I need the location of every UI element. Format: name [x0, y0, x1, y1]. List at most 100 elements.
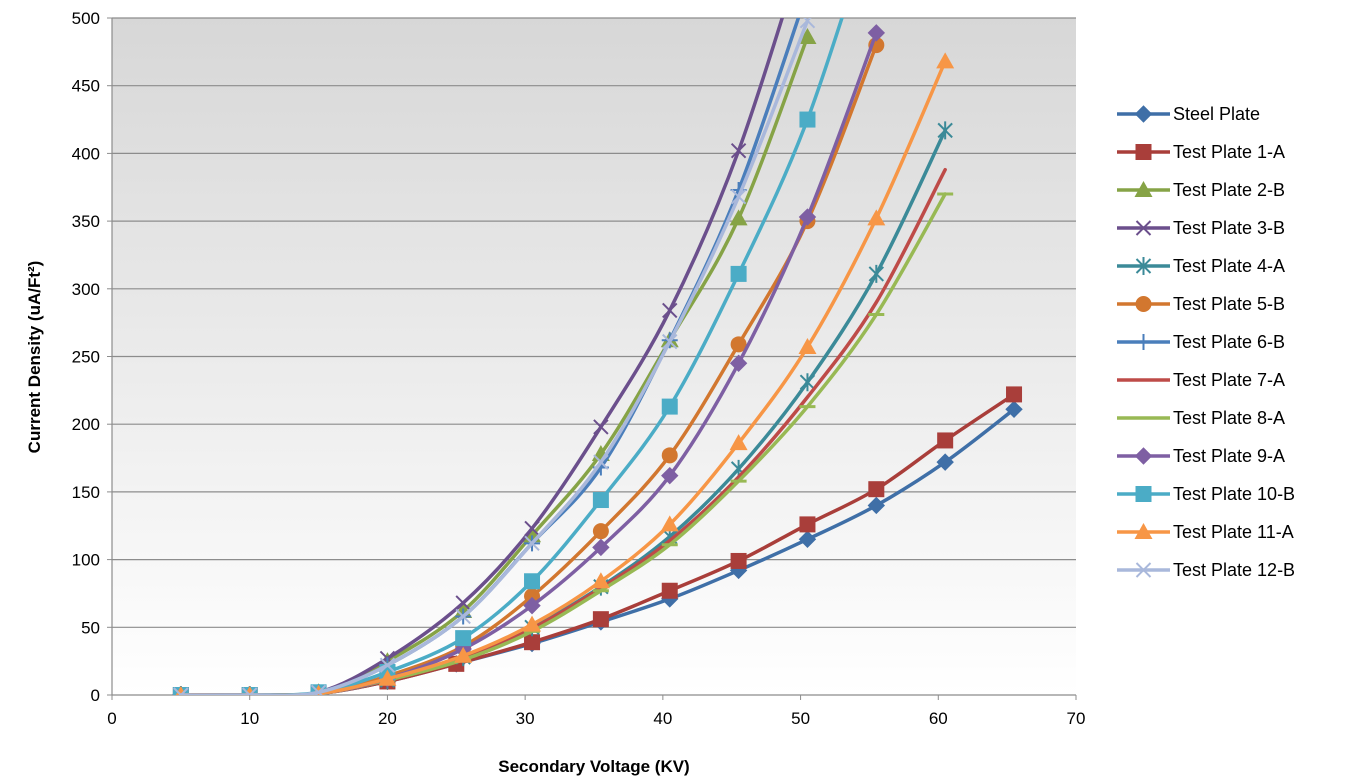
data-point — [799, 516, 816, 533]
data-point — [660, 515, 679, 532]
legend-marker — [1135, 334, 1152, 350]
legend-entry: Test Plate 8-A — [1117, 408, 1285, 428]
data-point — [310, 684, 327, 695]
data-point — [661, 447, 678, 464]
legend-label: Test Plate 3-B — [1173, 218, 1285, 238]
data-point — [242, 687, 258, 695]
legend-label: Test Plate 5-B — [1173, 294, 1285, 314]
data-point — [662, 302, 678, 319]
data-point — [592, 538, 610, 557]
legend-label: Test Plate 4-A — [1173, 256, 1285, 276]
gridlines — [112, 17, 1076, 628]
data-point — [798, 338, 817, 355]
y-axis-title: Current Density (uA/Ft²) — [25, 261, 44, 454]
data-point — [729, 434, 748, 451]
data-point — [799, 373, 816, 392]
legend-marker — [1134, 181, 1153, 197]
y-tick-label: 0 — [91, 686, 100, 705]
legend-label: Test Plate 12-B — [1173, 560, 1295, 580]
legend-entry: Test Plate 12-B — [1117, 560, 1295, 580]
y-tick-label: 400 — [72, 144, 100, 163]
data-point — [868, 264, 885, 283]
y-tick-label: 150 — [72, 483, 100, 502]
data-point — [867, 24, 886, 42]
data-point — [798, 530, 817, 548]
legend-label: Test Plate 7-A — [1173, 370, 1285, 390]
legend-marker — [1135, 220, 1152, 236]
x-tick-label: 10 — [240, 709, 259, 728]
legend-label: Test Plate 11-A — [1173, 522, 1294, 542]
legend-label: Test Plate 6-B — [1173, 332, 1285, 352]
data-point — [867, 496, 886, 515]
data-point — [523, 615, 542, 632]
y-tick-label: 450 — [72, 77, 100, 96]
legend-marker — [1134, 447, 1153, 465]
series-group — [172, 18, 1023, 695]
legend-label: Test Plate 9-A — [1173, 446, 1285, 466]
legend-marker — [1134, 523, 1153, 539]
data-point — [592, 611, 609, 628]
data-point — [730, 552, 747, 569]
data-point — [798, 208, 817, 226]
data-point — [729, 354, 748, 372]
data-point — [661, 466, 679, 485]
data-point — [523, 596, 541, 615]
legend-marker — [1135, 486, 1152, 502]
y-tick-label: 350 — [72, 212, 100, 231]
legend-entry: Test Plate 9-A — [1117, 446, 1285, 466]
tick-labels: 0 50 100 150 200 250 300 350 400 450 500 0 10 20 30 40 5… — [72, 9, 1086, 728]
legend-entry: Test Plate 5-B — [1117, 294, 1285, 314]
data-point — [454, 646, 473, 663]
data-point — [455, 630, 472, 647]
x-tick-label: 20 — [378, 709, 397, 728]
legend: Steel Plate Test Plate 1-A Test Plate 2-B T… — [1117, 104, 1295, 580]
data-point — [937, 432, 954, 449]
legend-marker — [1135, 296, 1152, 312]
y-tick-label: 100 — [72, 551, 100, 570]
series-13 — [173, 18, 816, 695]
data-point — [524, 588, 541, 605]
data-point — [936, 52, 955, 69]
data-point — [455, 608, 471, 625]
legend-marker — [1134, 105, 1153, 123]
data-point — [592, 523, 609, 540]
legend-entry: Test Plate 6-B — [1117, 332, 1285, 352]
legend-label: Test Plate 2-B — [1173, 180, 1285, 200]
data-point — [662, 333, 678, 350]
legend-entry: Test Plate 2-B — [1117, 180, 1285, 200]
legend-entry: Test Plate 7-A — [1117, 370, 1285, 390]
legend-entry: Test Plate 1-A — [1117, 142, 1285, 162]
data-point — [799, 18, 816, 29]
legend-label: Steel Plate — [1173, 104, 1260, 124]
data-point — [730, 336, 747, 353]
data-point — [378, 669, 397, 686]
y-tick-label: 250 — [72, 348, 100, 367]
legend-marker — [1135, 144, 1152, 160]
data-point — [868, 481, 885, 498]
legend-entry: Steel Plate — [1117, 104, 1260, 124]
legend-entry: Test Plate 3-B — [1117, 218, 1285, 238]
data-point — [1005, 400, 1023, 419]
data-point — [592, 492, 609, 509]
data-point — [798, 27, 817, 44]
x-tick-label: 0 — [107, 709, 116, 728]
legend-entry: Test Plate 11-A — [1117, 522, 1294, 542]
x-axis-title: Secondary Voltage (KV) — [498, 757, 689, 776]
data-point — [455, 595, 471, 611]
data-point — [379, 657, 396, 673]
legend-entry: Test Plate 10-B — [1117, 484, 1295, 504]
x-tick-label: 60 — [929, 709, 948, 728]
data-point — [173, 687, 189, 695]
legend-label: Test Plate 8-A — [1173, 408, 1285, 428]
legend-marker — [1135, 257, 1152, 275]
data-point — [730, 265, 747, 282]
data-point — [936, 453, 954, 471]
x-tick-label: 30 — [516, 709, 535, 728]
data-point — [937, 121, 953, 140]
data-point — [591, 572, 610, 589]
data-point — [524, 573, 541, 590]
data-point — [1006, 386, 1023, 403]
y-tick-label: 200 — [72, 415, 100, 434]
